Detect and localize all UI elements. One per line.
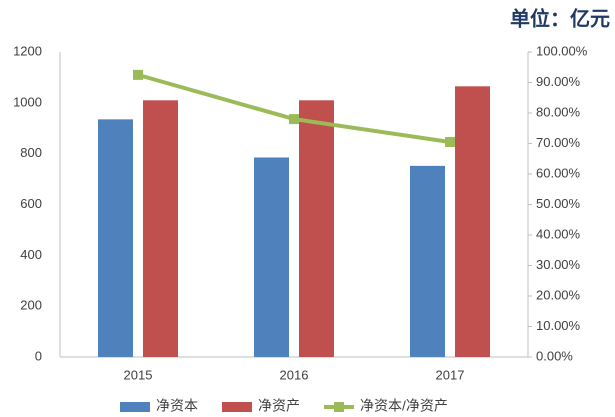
legend-label: 净资本/净资产 [360, 398, 448, 414]
y2-tick-label: 10.00% [536, 318, 581, 333]
y2-tick-label: 0.00% [536, 348, 573, 363]
y2-tick-label: 70.00% [536, 135, 581, 150]
y-tick-label: 400 [20, 247, 42, 262]
bar [410, 165, 445, 357]
legend-label: 净资本 [156, 398, 198, 414]
legend-swatch-marker [334, 402, 344, 412]
chart-title: 单位：亿元 [510, 6, 610, 30]
y2-tick-label: 40.00% [536, 226, 581, 241]
line-marker [289, 114, 299, 125]
x-tick-label: 2016 [280, 367, 309, 382]
y2-tick-label: 90.00% [536, 74, 581, 89]
legend-label: 净资产 [258, 398, 300, 414]
y-tick-label: 0 [35, 348, 42, 363]
bar [143, 100, 178, 358]
y2-tick-label: 30.00% [536, 257, 581, 272]
legend-swatch [120, 402, 150, 412]
x-tick-label: 2017 [436, 367, 465, 382]
line-marker [445, 136, 455, 147]
line-marker [133, 69, 143, 80]
y-tick-label: 600 [20, 196, 42, 211]
bar [299, 100, 334, 358]
x-tick-label: 2015 [124, 367, 153, 382]
y-tick-label: 1000 [13, 94, 42, 109]
y2-tick-label: 80.00% [536, 104, 581, 119]
y2-tick-label: 60.00% [536, 165, 581, 180]
y2-tick-label: 50.00% [536, 196, 581, 211]
bar [98, 119, 133, 358]
line [137, 72, 451, 144]
y2-tick-label: 20.00% [536, 287, 581, 302]
bar [455, 86, 490, 357]
y-tick-label: 1200 [13, 43, 42, 58]
legend-swatch [222, 402, 252, 412]
y-tick-label: 200 [20, 298, 42, 313]
y2-tick-label: 100.00% [536, 43, 588, 58]
bar [254, 157, 289, 357]
y-tick-label: 800 [20, 145, 42, 160]
